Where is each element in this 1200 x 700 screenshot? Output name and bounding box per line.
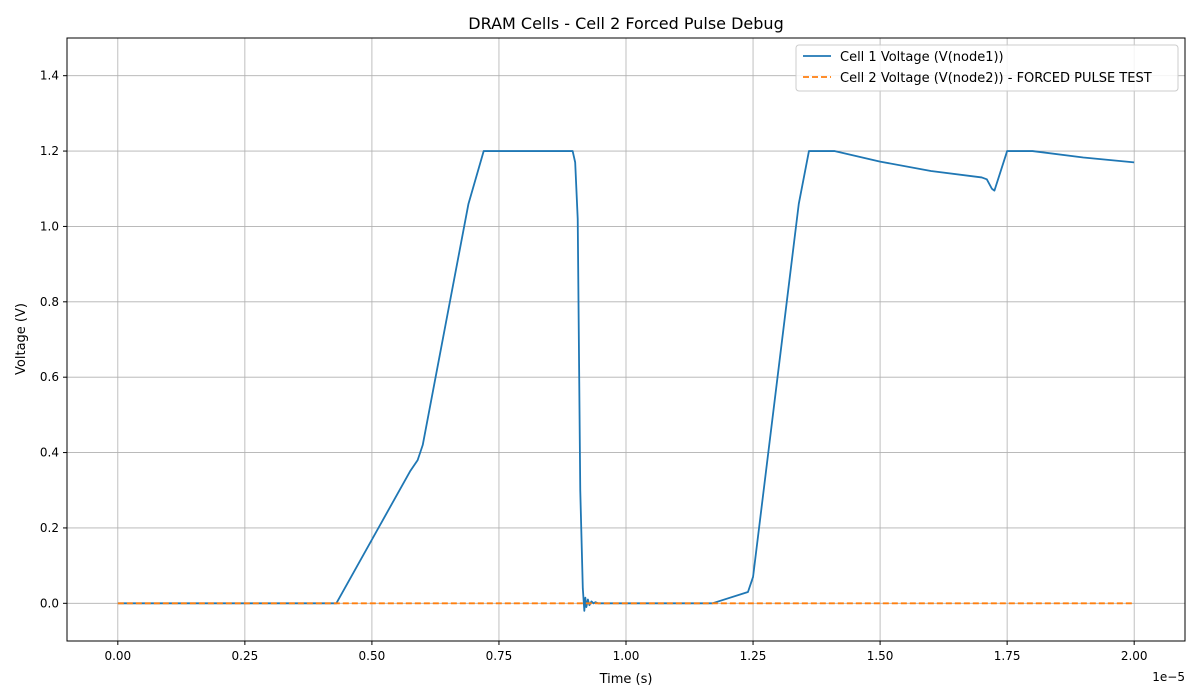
y-tick-label: 0.6 (40, 370, 59, 384)
legend: Cell 1 Voltage (V(node1)) Cell 2 Voltage… (795, 44, 1179, 92)
x-tick-label: 0.75 (486, 649, 513, 663)
legend-box (795, 44, 1179, 92)
x-tick-label: 1.75 (994, 649, 1021, 663)
y-tick-label: 0.4 (40, 446, 59, 460)
y-axis-label: Voltage (V) (14, 303, 29, 375)
x-axis-offset-label: 1e−5 (1152, 670, 1185, 684)
series-layer (117, 150, 1135, 612)
x-axis-label: Time (s) (599, 672, 653, 687)
y-tick-label: 0.2 (40, 521, 59, 535)
x-tick-label: 0.25 (232, 649, 259, 663)
y-axis-ticks: 0.0 0.2 0.4 0.6 0.8 1.0 1.2 1.4 (40, 69, 67, 610)
x-tick-label: 1.50 (867, 649, 894, 663)
legend-label-cell2: Cell 2 Voltage (V(node2)) - FORCED PULSE… (840, 71, 1152, 86)
y-tick-label: 1.2 (40, 144, 59, 158)
grid (67, 38, 1185, 641)
y-tick-label: 1.0 (40, 219, 59, 233)
x-tick-label: 1.00 (613, 649, 640, 663)
series-line-cell1 (117, 150, 1135, 612)
x-tick-label: 0.00 (104, 649, 131, 663)
chart-title: DRAM Cells - Cell 2 Forced Pulse Debug (468, 14, 783, 33)
x-tick-label: 0.50 (359, 649, 386, 663)
legend-label-cell1: Cell 1 Voltage (V(node1)) (840, 50, 1004, 65)
x-tick-label: 2.00 (1121, 649, 1148, 663)
x-tick-label: 1.25 (740, 649, 767, 663)
y-tick-label: 0.0 (40, 596, 59, 610)
y-tick-label: 0.8 (40, 295, 59, 309)
y-tick-label: 1.4 (40, 69, 59, 83)
x-axis-ticks: 0.00 0.25 0.50 0.75 1.00 1.25 1.50 1.75 2.00 (104, 641, 1148, 663)
